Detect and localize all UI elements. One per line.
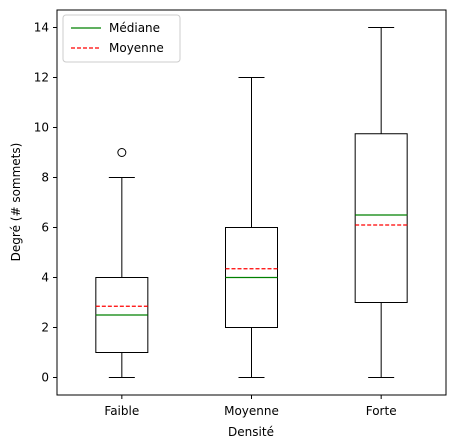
legend: Médiane Moyenne bbox=[62, 14, 181, 63]
x-tick-label: Moyenne bbox=[224, 404, 279, 418]
y-axis-label: Degré (# sommets) bbox=[9, 143, 23, 262]
x-axis-ticks: Faible Moyenne Forte bbox=[104, 395, 397, 418]
legend-box bbox=[62, 14, 181, 63]
legend-mean-label: Moyenne bbox=[109, 41, 164, 55]
box-moyenne bbox=[225, 77, 278, 378]
legend-median-label: Médiane bbox=[109, 21, 160, 35]
box-faible bbox=[95, 148, 149, 378]
y-tick-label: 8 bbox=[41, 171, 49, 185]
y-axis-ticks: 0 2 4 6 8 10 12 14 bbox=[34, 21, 57, 385]
y-tick-label: 10 bbox=[34, 121, 49, 135]
y-tick-label: 0 bbox=[41, 371, 49, 385]
y-tick-label: 12 bbox=[34, 71, 49, 85]
x-tick-label: Faible bbox=[104, 404, 139, 418]
boxes-layer bbox=[95, 27, 408, 378]
plot-area: 0 2 4 6 8 10 12 14 Faible Moyenne Forte bbox=[34, 9, 447, 418]
y-tick-label: 4 bbox=[41, 271, 49, 285]
y-tick-label: 2 bbox=[41, 321, 49, 335]
y-tick-label: 14 bbox=[34, 21, 49, 35]
iqr-box bbox=[354, 133, 408, 303]
y-tick-label: 6 bbox=[41, 221, 49, 235]
x-tick-label: Forte bbox=[366, 404, 397, 418]
box-forte bbox=[354, 27, 408, 378]
x-axis-label: Densité bbox=[228, 425, 274, 439]
outlier-point bbox=[117, 148, 127, 157]
